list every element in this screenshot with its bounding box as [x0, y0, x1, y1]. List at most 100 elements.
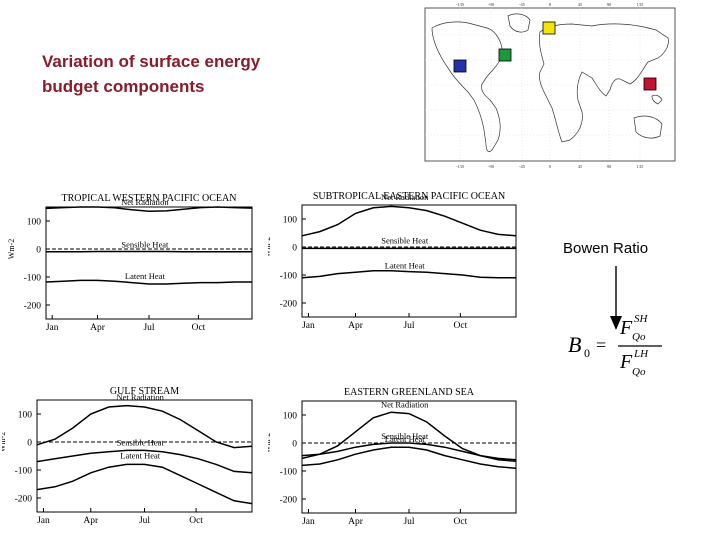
- series-label: Latent Heat: [125, 271, 166, 281]
- map-top-tick: 90: [607, 2, 612, 7]
- map-bottom-tick: -90: [488, 164, 495, 169]
- x-tick-label: Oct: [192, 323, 206, 333]
- series-line-latent-heat: [301, 270, 516, 279]
- bowen-ratio-formula: B 0 = F SH Qo F LH Qo: [568, 313, 662, 378]
- x-tick-label: Jan: [302, 321, 315, 331]
- x-tick-label: Apr: [90, 323, 106, 333]
- map-top-tick: -45: [519, 2, 526, 7]
- map-top-tick: -135: [456, 2, 465, 7]
- series-line-sensible-heat: [36, 449, 253, 474]
- x-tick-label: Apr: [348, 321, 364, 331]
- y-tick-label: 0: [292, 440, 297, 450]
- y-axis-label: Wm-2: [2, 432, 7, 452]
- x-tick-label: Oct: [454, 517, 468, 527]
- series-line-net-radiation: [301, 205, 517, 237]
- map-bottom-tick: 135: [637, 164, 645, 169]
- map-top-tick: -90: [488, 2, 495, 7]
- y-tick-label: -200: [280, 300, 298, 310]
- map-top-tick: 45: [578, 2, 583, 7]
- map-bottom-tick: -45: [519, 164, 526, 169]
- x-tick-label: Jan: [302, 517, 315, 527]
- map-bottom-tick: 45: [578, 164, 583, 169]
- chart-title: SUBTROPICAL EASTERN PACIFIC OCEAN: [313, 191, 505, 202]
- x-tick-label: Jan: [37, 516, 50, 526]
- y-tick-label: 100: [27, 218, 42, 228]
- x-tick-label: Jul: [403, 321, 414, 331]
- series-label: Sensible Heat: [117, 437, 165, 447]
- series-label: Latent Heat: [385, 434, 426, 444]
- formula-lhs: B: [568, 332, 581, 357]
- formula-equals: =: [596, 335, 606, 355]
- chart-gulf-stream: GULF STREAM 100 0 -100 -200 Jan Apr Jul Oct Wm-2 N…: [2, 386, 253, 526]
- y-axis-label: Wm-2: [268, 237, 272, 257]
- series-label: Sensible Heat: [121, 240, 169, 250]
- series-label: Net Radiation: [121, 197, 169, 207]
- title-line-2: budget components: [42, 77, 205, 96]
- x-tick-label: Apr: [83, 516, 99, 526]
- x-tick-label: Oct: [454, 321, 468, 331]
- formula-den-sup: LH: [633, 348, 649, 360]
- map-top-tick: 135: [637, 2, 645, 7]
- y-tick-label: 100: [283, 412, 298, 422]
- plot-frame: [45, 206, 253, 320]
- chart-title: TROPICAL WESTERN PACIFIC OCEAN: [62, 193, 237, 204]
- series-label: Latent Heat: [385, 261, 426, 271]
- x-tick-label: Jul: [139, 516, 150, 526]
- chart-eastern-greenland-sea: EASTERN GREENLAND SEA 100 0 -100 -200 Jan Apr J…: [268, 387, 517, 527]
- western-pacific-marker: [643, 77, 657, 91]
- series-label: Net Radiation: [381, 400, 429, 410]
- map-bottom-tick: -135: [456, 164, 465, 169]
- series-line-latent-heat: [45, 279, 252, 285]
- series-label: Sensible Heat: [381, 431, 429, 441]
- down-arrow-icon: [610, 266, 622, 330]
- y-tick-label: 0: [36, 246, 41, 256]
- series-line-net-radiation: [45, 206, 253, 212]
- y-tick-label: -200: [24, 302, 42, 312]
- y-tick-label: -100: [15, 467, 33, 477]
- map-bottom-tick: 90: [607, 164, 612, 169]
- series-label: Net Radiation: [381, 192, 429, 202]
- map-top-tick: 0: [549, 2, 552, 7]
- x-tick-label: Apr: [348, 517, 364, 527]
- slide-title: Variation of surface energy budget compo…: [42, 49, 260, 99]
- formula-num-sup: SH: [634, 313, 649, 325]
- x-tick-label: Jul: [143, 323, 154, 333]
- series-line-latent-heat: [36, 463, 253, 505]
- x-tick-label: Jul: [403, 517, 414, 527]
- world-map: -135 -90 -45 0 45 90 135 -135 -90 -45 0 …: [412, 0, 680, 170]
- greenland-sea-marker: [542, 21, 556, 35]
- series-line-sensible-heat: [301, 442, 517, 461]
- bowen-ratio-label: Bowen Ratio: [563, 240, 649, 257]
- gulf-stream-marker: [498, 48, 512, 62]
- x-tick-label: Jan: [46, 323, 59, 333]
- y-axis-label: Wm-2: [268, 433, 272, 453]
- y-tick-label: -200: [280, 496, 298, 506]
- y-tick-label: 0: [292, 244, 297, 254]
- chart-tropical-western-pacific: TROPICAL WESTERN PACIFIC OCEAN 100 0 -100 -2…: [7, 193, 253, 333]
- y-axis-label: Wm-2: [7, 239, 16, 259]
- series-label: Net Radiation: [116, 392, 164, 402]
- y-tick-label: 100: [18, 411, 33, 421]
- title-line-1: Variation of surface energy: [42, 52, 261, 71]
- series-label: Latent Heat: [120, 450, 161, 460]
- series-line-latent-heat: [301, 446, 517, 469]
- series-line-net-radiation: [36, 404, 253, 449]
- y-tick-label: -100: [280, 272, 298, 282]
- formula-num-sub: Qo: [632, 331, 646, 343]
- eastern-pacific-marker: [453, 59, 467, 73]
- formula-den-f: F: [619, 351, 633, 373]
- x-tick-label: Oct: [189, 516, 203, 526]
- chart-title: EASTERN GREENLAND SEA: [344, 387, 475, 398]
- series-label: Sensible Heat: [381, 235, 429, 245]
- y-tick-label: -200: [15, 495, 33, 505]
- formula-num-f: F: [619, 317, 633, 339]
- y-tick-label: 0: [27, 439, 32, 449]
- y-tick-label: -100: [24, 274, 42, 284]
- formula-den-sub: Qo: [632, 366, 646, 378]
- formula-lhs-sub: 0: [584, 346, 590, 360]
- chart-title: GULF STREAM: [110, 386, 179, 397]
- map-bottom-tick: 0: [549, 164, 552, 169]
- chart-subtropical-eastern-pacific: SUBTROPICAL EASTERN PACIFIC OCEAN 100 0 -10…: [268, 191, 517, 331]
- y-tick-label: -100: [280, 468, 298, 478]
- y-tick-label: 100: [283, 216, 298, 226]
